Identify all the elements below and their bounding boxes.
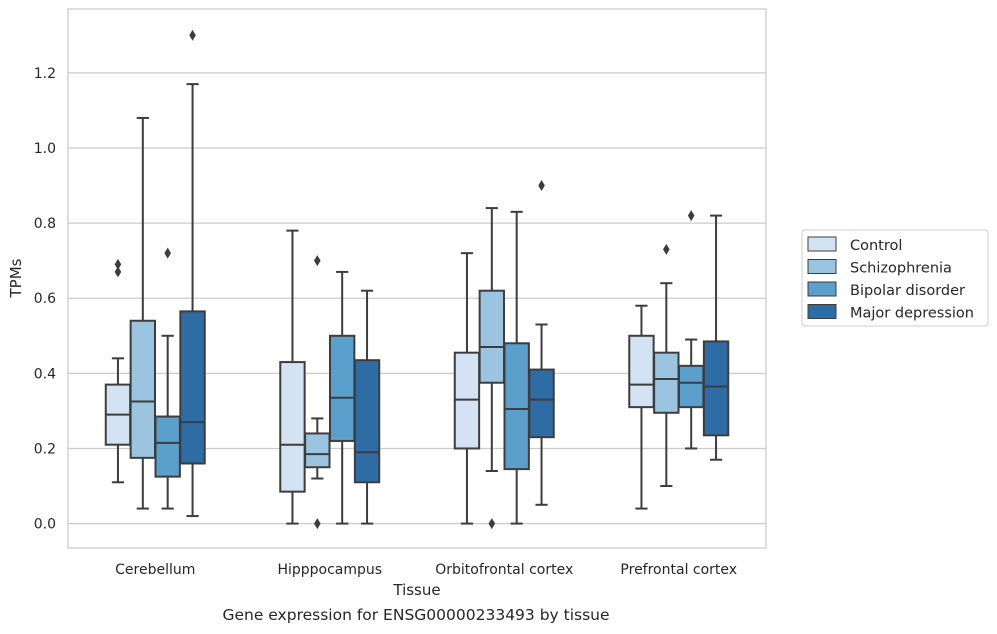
box-1-0 <box>279 229 306 525</box>
boxes <box>104 29 730 530</box>
box-0-0 <box>104 258 132 484</box>
outlier-point <box>314 518 321 530</box>
y-tick-label: 0.8 <box>34 216 56 232</box>
box-2-0 <box>453 252 481 525</box>
legend-swatch <box>807 236 837 252</box>
iqr-box <box>628 334 655 409</box>
box-1-1 <box>304 255 331 530</box>
iqr-box <box>503 342 530 471</box>
iqr-box <box>179 310 206 465</box>
y-tick-label: 0.0 <box>34 517 56 533</box>
y-tick-label: 0.6 <box>34 291 56 307</box>
legend: Control Schizophrenia Bipolar disorder Majo… <box>801 229 989 327</box>
box-3-3 <box>702 214 730 461</box>
box-2-1 <box>478 207 506 530</box>
y-tick-label: 1.2 <box>34 66 56 82</box>
box-3-1 <box>653 243 680 488</box>
iqr-box <box>528 368 555 439</box>
iqr-box <box>702 340 730 437</box>
box-2-3 <box>528 180 555 506</box>
iqr-box <box>129 319 157 459</box>
figure-caption: Gene expression for ENSG00000233493 by t… <box>222 606 610 624</box>
y-tick-label: 0.2 <box>34 441 56 457</box>
x-tick-label: Cerebellum <box>115 562 195 578</box>
legend-label: Major depression <box>850 306 974 322</box>
iqr-box <box>328 334 356 442</box>
outlier-point <box>189 29 196 41</box>
legend-label: Control <box>850 238 902 254</box>
outlier-point <box>114 266 122 278</box>
legend-swatch <box>807 259 837 274</box>
y-tick-labels: 0.0 0.2 0.4 0.6 0.8 1.0 1.2 <box>34 66 56 533</box>
iqr-box <box>653 351 680 414</box>
outlier-point <box>314 255 321 267</box>
x-axis-title: Tissue <box>392 581 440 599</box>
iqr-box <box>279 361 306 493</box>
outlier-point <box>488 518 496 530</box>
iqr-box <box>677 364 705 409</box>
outlier-point <box>663 243 670 255</box>
box-0-1 <box>129 116 157 510</box>
iqr-box <box>304 432 331 469</box>
box-0-3 <box>179 29 206 518</box>
iqr-box <box>478 289 506 384</box>
outlier-point <box>164 247 171 259</box>
outlier-point <box>114 258 122 270</box>
x-tick-label: Prefrontal cortex <box>620 562 737 578</box>
outlier-point <box>538 180 545 192</box>
x-tick-label: Hipppocampus <box>277 562 382 578</box>
legend-label: Schizophrenia <box>850 261 952 277</box>
iqr-box <box>154 415 181 478</box>
x-tick-label: Orbitofrontal cortex <box>435 562 573 578</box>
box-0-2 <box>154 247 181 510</box>
outlier-point <box>687 210 695 222</box>
plot-area-frame <box>67 8 767 549</box>
legend-label: Bipolar disorder <box>850 283 965 299</box>
legend-frame <box>801 229 989 327</box>
y-axis-title: TPMs <box>7 258 25 298</box>
legend-swatch <box>807 281 837 297</box>
y-tick-label: 0.4 <box>34 366 56 382</box>
box-3-0 <box>628 304 655 510</box>
legend-swatch <box>807 304 837 319</box>
iqr-box <box>353 359 381 484</box>
y-tick-label: 1.0 <box>34 141 56 157</box>
box-3-2 <box>677 210 705 450</box>
box-1-3 <box>353 289 381 525</box>
x-tick-labels: Cerebellum Hipppocampus Orbitofrontal cort… <box>115 562 737 578</box>
box-1-2 <box>328 270 356 525</box>
box-2-2 <box>503 210 530 525</box>
